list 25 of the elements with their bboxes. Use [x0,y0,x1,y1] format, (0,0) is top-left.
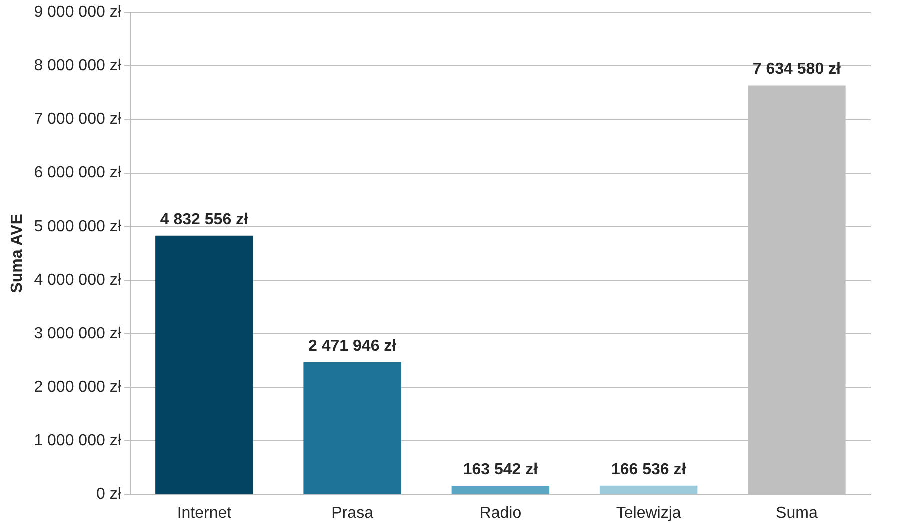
y-tick-label: 2 000 000 zł [34,379,122,396]
y-tick-label: 7 000 000 zł [34,111,122,128]
bar [452,486,550,494]
bar [600,486,698,494]
x-tick-label: Telewizja [616,504,682,522]
data-label: 4 832 556 zł [160,211,250,228]
bar [156,236,254,494]
data-label: 2 471 946 zł [308,338,398,355]
y-tick-label: 3 000 000 zł [34,325,122,342]
data-label: 163 542 zł [463,461,539,478]
y-tick-label: 9 000 000 zł [34,4,122,22]
y-tick-label: 5 000 000 zł [34,218,122,236]
bar [304,362,402,494]
data-label: 166 536 zł [611,461,687,478]
y-tick-label: 4 000 000 zł [34,272,122,289]
y-tick-label: 6 000 000 zł [34,164,122,182]
x-tick-label: Radio [480,504,522,522]
x-tick-label: Internet [177,504,232,522]
x-tick-label: Prasa [332,504,374,522]
y-tick-label: 8 000 000 zł [34,58,122,75]
y-tick-label: 0 zł [96,486,122,504]
y-axis-title: Suma AVE [9,214,26,294]
x-tick-label: Suma [776,504,818,522]
data-label: 7 634 580 zł [752,61,842,78]
y-tick-label: 1 000 000 zł [34,432,122,450]
